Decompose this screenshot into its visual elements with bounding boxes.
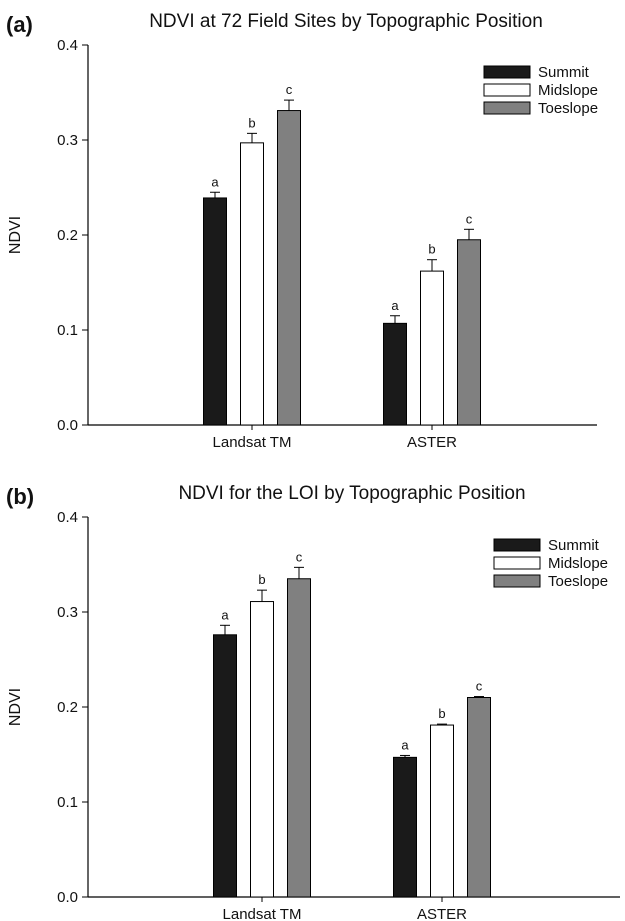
legend-swatch	[483, 83, 531, 97]
y-tick-label: 0.3	[57, 604, 78, 621]
y-tick-label: 0.1	[57, 322, 78, 339]
x-tick-label: Landsat TM	[223, 906, 302, 921]
significance-letter: a	[221, 607, 229, 622]
legend-swatch	[493, 556, 541, 570]
x-tick-label: ASTER	[417, 906, 467, 921]
significance-letter: a	[391, 298, 399, 313]
y-tick-label: 0.0	[57, 417, 78, 434]
legend-swatch	[493, 538, 541, 552]
legend-swatch	[483, 101, 531, 115]
y-tick-label: 0.2	[57, 699, 78, 716]
bar-toeslope	[467, 697, 491, 898]
legend-label: Toeslope	[538, 100, 598, 117]
significance-letter: c	[286, 82, 293, 97]
bar-toeslope	[457, 239, 481, 426]
bar-summit	[213, 634, 237, 898]
bar-midslope	[250, 601, 274, 898]
legend-label: Toeslope	[548, 573, 608, 590]
chart-title: NDVI at 72 Field Sites by Topographic Po…	[149, 11, 543, 32]
legend-label: Midslope	[548, 555, 608, 572]
legend-label: Summit	[538, 64, 590, 81]
significance-letter: b	[438, 706, 445, 721]
legend-swatch	[483, 65, 531, 79]
significance-letter: c	[466, 211, 473, 226]
bar-midslope	[430, 724, 454, 898]
y-tick-label: 0.4	[57, 37, 78, 54]
bar-toeslope	[287, 578, 311, 898]
y-tick-label: 0.2	[57, 227, 78, 244]
bar-midslope	[240, 142, 264, 426]
legend-swatch	[493, 574, 541, 588]
legend-label: Summit	[548, 537, 600, 554]
bar-summit	[393, 756, 417, 898]
bar-summit	[203, 197, 227, 426]
significance-letter: a	[211, 174, 219, 189]
y-tick-label: 0.0	[57, 889, 78, 906]
panel-label: (a)	[6, 12, 33, 37]
x-tick-label: ASTER	[407, 434, 457, 451]
significance-letter: c	[476, 679, 483, 694]
chart-panel-b: (b) NDVI for the LOI by Topographic Posit…	[6, 483, 620, 921]
y-axis-label: NDVI	[7, 688, 24, 726]
significance-letter: b	[248, 115, 255, 130]
chart-panel-a: (a) NDVI at 72 Field Sites by Topographic…	[6, 11, 598, 451]
y-tick-label: 0.1	[57, 794, 78, 811]
x-tick-label: Landsat TM	[213, 434, 292, 451]
bar-midslope	[420, 270, 444, 426]
significance-letter: b	[428, 242, 435, 257]
legend-label: Midslope	[538, 82, 598, 99]
chart-title: NDVI for the LOI by Topographic Position	[178, 483, 525, 504]
bar-summit	[383, 322, 407, 426]
significance-letter: a	[401, 737, 409, 752]
significance-letter: b	[258, 572, 265, 587]
y-axis-label: NDVI	[7, 216, 24, 254]
significance-letter: c	[296, 549, 303, 564]
y-tick-label: 0.3	[57, 132, 78, 149]
panel-label: (b)	[6, 484, 34, 509]
bar-toeslope	[277, 110, 301, 426]
y-tick-label: 0.4	[57, 509, 78, 526]
